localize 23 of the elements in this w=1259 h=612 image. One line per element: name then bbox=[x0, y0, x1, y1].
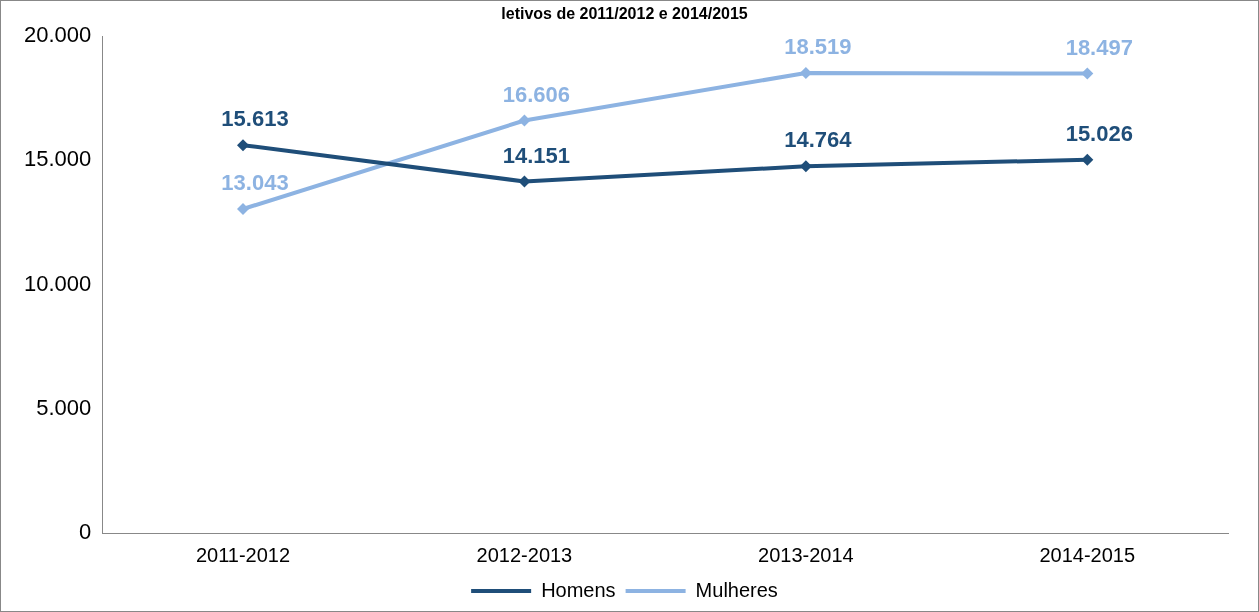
data-label: 15.026 bbox=[1065, 120, 1133, 146]
data-label: 14.764 bbox=[784, 127, 853, 153]
y-tick-label: 15.000 bbox=[23, 146, 92, 172]
data-label: 18.519 bbox=[784, 34, 852, 60]
y-tick-label: 20.000 bbox=[23, 22, 92, 48]
x-tick-label: 2011-2012 bbox=[195, 543, 291, 566]
point bbox=[237, 139, 249, 152]
legend-label: Homens bbox=[541, 578, 616, 601]
chart-title: letivos de 2011/2012 e 2014/2015 bbox=[501, 5, 748, 23]
point bbox=[237, 203, 249, 216]
x-tick-label: 2014-2015 bbox=[1039, 543, 1136, 566]
x-tick-label: 2012-2013 bbox=[476, 543, 573, 566]
data-label: 18.497 bbox=[1065, 34, 1133, 60]
y-tick-label: 0 bbox=[79, 519, 92, 545]
y-tick-label: 10.000 bbox=[23, 270, 92, 296]
y-tick-label: 5.000 bbox=[36, 394, 92, 420]
point bbox=[518, 114, 531, 127]
legend-label: Mulheres bbox=[695, 578, 778, 601]
data-label: 15.613 bbox=[221, 106, 289, 132]
data-label: 14.151 bbox=[502, 142, 571, 168]
data-label: 16.606 bbox=[502, 81, 571, 107]
data-label: 13.043 bbox=[221, 170, 289, 196]
x-tick-label: 2013-2014 bbox=[758, 543, 854, 566]
